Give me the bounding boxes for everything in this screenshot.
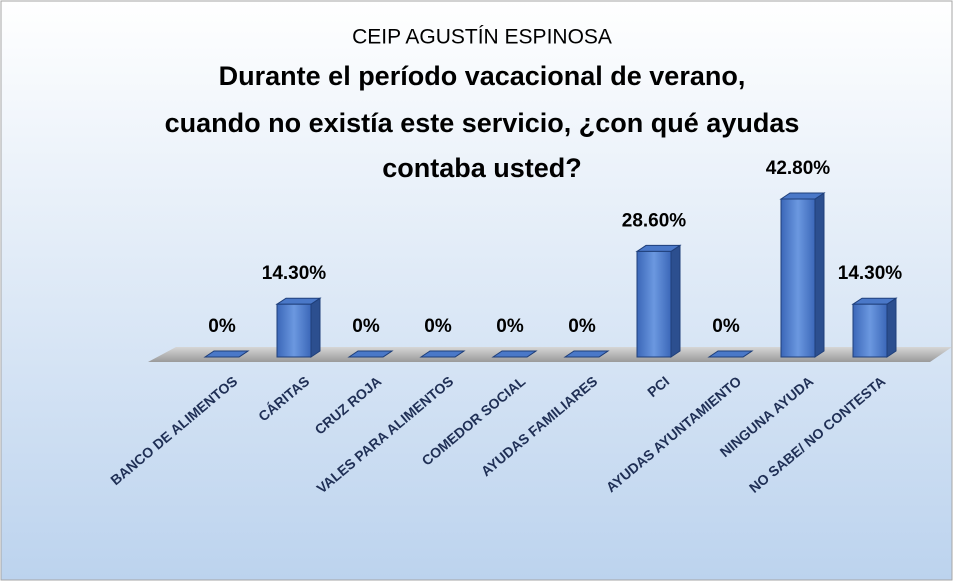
value-label: 0% [496, 316, 524, 337]
value-label: 28.60% [622, 210, 687, 231]
bar-top [491, 350, 538, 358]
value-label: 0% [352, 316, 380, 337]
chart-title: cuando no existía este servicio, ¿con qu… [165, 108, 800, 138]
value-label: 14.30% [838, 263, 903, 284]
bar [852, 303, 888, 358]
bar-top [419, 350, 466, 358]
bar-side [886, 297, 897, 358]
value-label: 42.80% [766, 158, 831, 179]
bar-side [310, 297, 321, 358]
chart-title: Durante el período vacacional de verano, [219, 61, 746, 91]
chart-subtitle: CEIP AGUSTÍN ESPINOSA [352, 26, 612, 49]
bar-side [670, 244, 681, 358]
floor [148, 347, 952, 362]
bar [636, 250, 672, 358]
bar-top [563, 350, 610, 358]
bar [276, 303, 312, 358]
bar-top [347, 350, 394, 358]
value-label: 0% [568, 316, 596, 337]
bar-side [814, 192, 825, 358]
bar-top [203, 350, 250, 358]
bar [780, 198, 816, 358]
value-label: 14.30% [262, 263, 327, 284]
chart-title: contaba usted? [382, 153, 582, 183]
value-label: 0% [208, 316, 236, 337]
value-label: 0% [712, 316, 740, 337]
bar-top [707, 350, 754, 358]
value-label: 0% [424, 316, 452, 337]
